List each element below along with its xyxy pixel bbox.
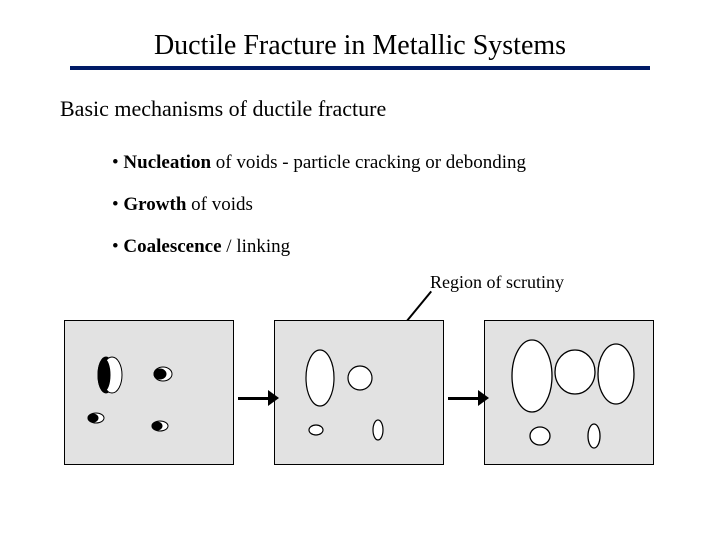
section-subtitle: Basic mechanisms of ductile fracture (60, 96, 386, 122)
stage-panel-1 (64, 320, 234, 465)
flow-arrow-head-2 (478, 390, 489, 406)
bullet-item-1: • Growth of voids (112, 194, 253, 216)
title-underline (70, 66, 650, 70)
bullet-item-2: • Coalescence / linking (112, 236, 290, 258)
region-caption: Region of scrutiny (430, 272, 564, 293)
flow-arrow-2 (448, 397, 478, 400)
stage-panel-3 (484, 320, 654, 465)
flow-arrow-head-1 (268, 390, 279, 406)
stage-panel-2 (274, 320, 444, 465)
bullet-item-0: • Nucleation of voids - particle crackin… (112, 152, 526, 174)
page-title: Ductile Fracture in Metallic Systems (0, 30, 720, 62)
flow-arrow-1 (238, 397, 268, 400)
